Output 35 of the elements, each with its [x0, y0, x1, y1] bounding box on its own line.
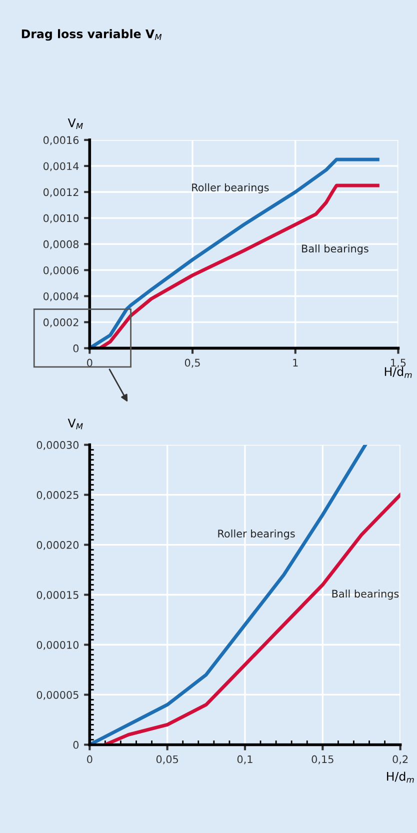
y-tick-label: 0,00010: [36, 640, 79, 650]
y-tick-label: 0,0006: [43, 266, 79, 276]
y-tick-label: 0,0002: [43, 318, 78, 328]
y-tick-label: 0: [73, 740, 79, 749]
y-tick-label: 0,0004: [43, 292, 79, 302]
chart-title: Drag loss variable V$_{M}$: [22, 29, 162, 41]
x-tick-label: 0: [87, 755, 92, 764]
x-axis-title: H/d$_{m}$: [384, 366, 412, 378]
y-tick-label: 0,00005: [36, 690, 78, 700]
y-tick-label: 0,0010: [43, 214, 79, 224]
y-tick-label: 0: [73, 344, 79, 352]
y-axis-title: V$_{M}$: [68, 418, 83, 430]
series-label: Ball bearings: [332, 590, 399, 600]
x-tick-label: 0,5: [184, 358, 200, 368]
y-tick-label: 0,0014: [43, 162, 79, 172]
x-axis-title: H/d$_{m}$: [387, 772, 414, 783]
series-label: Roller bearings: [218, 529, 295, 540]
x-tick-label: 0,2: [392, 755, 408, 764]
series-label: Roller bearings: [192, 183, 269, 194]
x-tick-label: 0: [87, 358, 92, 367]
y-tick-label: 0,00030: [36, 441, 79, 450]
x-tick-label: 1: [293, 358, 298, 367]
y-tick-label: 0,0016: [43, 136, 79, 146]
line-series: [103, 493, 400, 745]
y-tick-label: 0,00025: [36, 491, 78, 500]
y-tick-label: 0,0012: [43, 188, 78, 198]
y-tick-label: 0,00020: [36, 541, 79, 550]
y-axis-title: V$_{M}$: [68, 118, 83, 129]
y-tick-label: 0,0008: [43, 240, 79, 250]
x-tick-label: 0,1: [237, 755, 252, 764]
series-label: Ball bearings: [302, 244, 368, 255]
x-tick-label: 0,15: [312, 755, 334, 764]
y-tick-label: 0,00015: [36, 590, 78, 600]
x-tick-label: 1,5: [391, 358, 406, 368]
x-tick-label: 0,05: [156, 755, 178, 764]
